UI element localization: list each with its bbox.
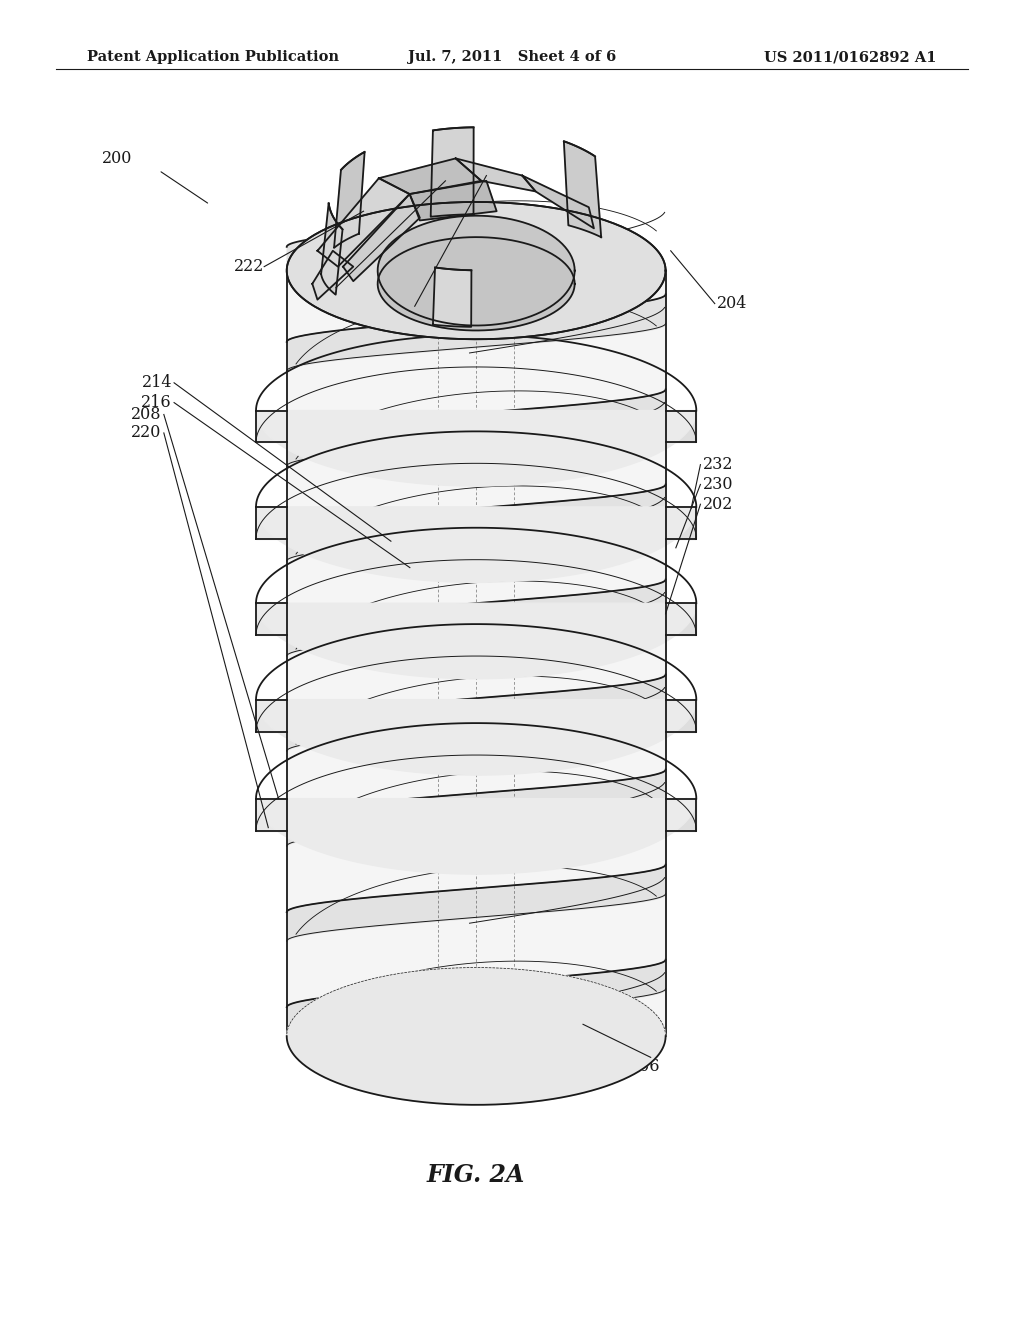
Polygon shape [312, 251, 353, 300]
Polygon shape [379, 158, 481, 194]
Text: 230: 230 [702, 477, 733, 492]
Polygon shape [666, 799, 696, 830]
Polygon shape [287, 968, 666, 1105]
Text: 200: 200 [102, 150, 133, 166]
Polygon shape [256, 700, 287, 731]
Polygon shape [522, 176, 594, 228]
Polygon shape [456, 158, 536, 191]
Text: 208: 208 [131, 407, 162, 422]
Polygon shape [666, 700, 696, 731]
Polygon shape [256, 411, 696, 486]
Polygon shape [334, 152, 365, 248]
Polygon shape [410, 181, 497, 220]
Text: 220: 220 [131, 425, 162, 441]
Polygon shape [287, 271, 666, 1105]
Polygon shape [256, 411, 287, 442]
Polygon shape [287, 202, 666, 339]
Polygon shape [256, 507, 696, 582]
Text: 210: 210 [387, 298, 418, 314]
Polygon shape [256, 799, 696, 874]
Polygon shape [666, 411, 696, 442]
Text: FIG. 2A: FIG. 2A [427, 1163, 525, 1187]
Polygon shape [433, 268, 471, 327]
Polygon shape [378, 215, 574, 326]
Polygon shape [317, 178, 410, 267]
Polygon shape [256, 507, 287, 539]
Polygon shape [666, 507, 696, 539]
Polygon shape [564, 141, 601, 238]
Text: Patent Application Publication: Patent Application Publication [87, 50, 339, 65]
Text: 206: 206 [630, 1059, 660, 1074]
Polygon shape [256, 603, 696, 678]
Text: 216: 216 [141, 395, 172, 411]
Text: Jul. 7, 2011   Sheet 4 of 6: Jul. 7, 2011 Sheet 4 of 6 [408, 50, 616, 65]
Polygon shape [343, 194, 420, 281]
Text: 202: 202 [702, 496, 733, 512]
Text: 221: 221 [305, 280, 336, 296]
Polygon shape [256, 799, 287, 830]
Polygon shape [256, 700, 696, 775]
Polygon shape [431, 127, 474, 216]
Polygon shape [322, 203, 343, 294]
Text: 232: 232 [702, 457, 733, 473]
Polygon shape [378, 238, 574, 330]
Polygon shape [256, 603, 287, 635]
Text: 204: 204 [717, 296, 748, 312]
Polygon shape [666, 603, 696, 635]
Text: US 2011/0162892 A1: US 2011/0162892 A1 [765, 50, 937, 65]
Text: 214: 214 [141, 375, 172, 391]
Text: 222: 222 [233, 259, 264, 275]
